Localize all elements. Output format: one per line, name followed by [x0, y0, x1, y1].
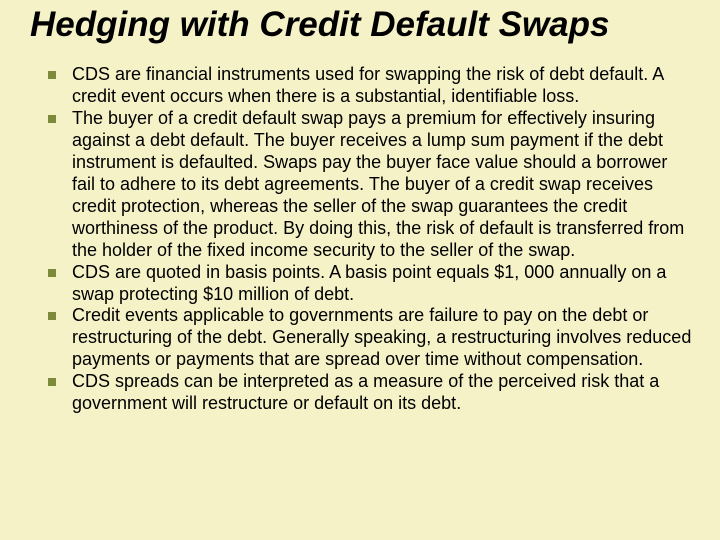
list-item-text: CDS spreads can be interpreted as a meas… — [72, 371, 694, 415]
list-item-text: The buyer of a credit default swap pays … — [72, 108, 694, 262]
list-item-text: CDS are quoted in basis points. A basis … — [72, 262, 694, 306]
bullet-list: CDS are financial instruments used for s… — [48, 64, 694, 415]
list-item: The buyer of a credit default swap pays … — [48, 108, 694, 262]
list-item: CDS spreads can be interpreted as a meas… — [48, 371, 694, 415]
list-item: Credit events applicable to governments … — [48, 305, 694, 371]
bullet-icon — [48, 115, 56, 123]
bullet-icon — [48, 378, 56, 386]
list-item: CDS are financial instruments used for s… — [48, 64, 694, 108]
bullet-icon — [48, 71, 56, 79]
slide-title: Hedging with Credit Default Swaps — [30, 5, 609, 45]
list-item-text: CDS are financial instruments used for s… — [72, 64, 694, 108]
list-item-text: Credit events applicable to governments … — [72, 305, 694, 371]
slide-container: Hedging with Credit Default Swaps CDS ar… — [0, 0, 720, 540]
bullet-icon — [48, 312, 56, 320]
list-item: CDS are quoted in basis points. A basis … — [48, 262, 694, 306]
bullet-icon — [48, 269, 56, 277]
